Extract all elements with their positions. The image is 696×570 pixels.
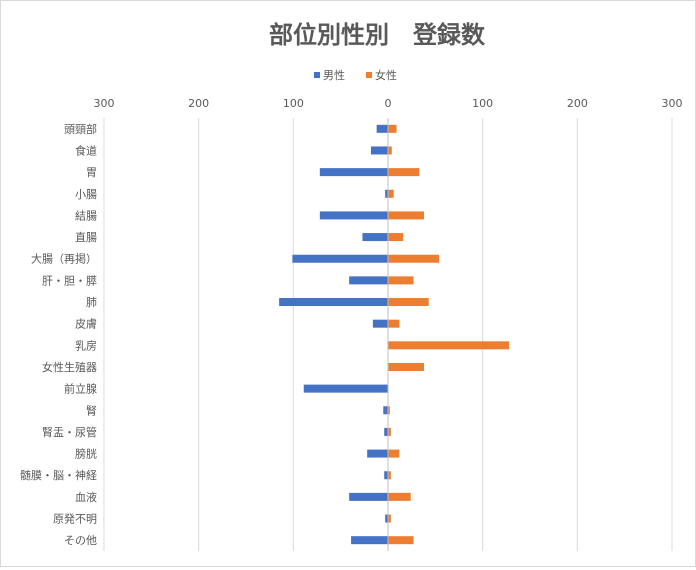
bar (292, 254, 388, 263)
bar (385, 189, 388, 198)
bar (370, 146, 388, 155)
legend: 男性 女性 (314, 68, 397, 82)
chart-title: 部位別性別 登録数 (269, 21, 486, 49)
category-label: 髄膜・脳・神経 (20, 468, 97, 482)
x-tick-label: 200 (188, 97, 209, 110)
category-label: 腎盂・尿管 (42, 425, 97, 439)
category-label: その他 (64, 534, 97, 547)
bar (319, 211, 388, 220)
legend-label: 男性 (323, 68, 345, 82)
category-label: 皮膚 (75, 317, 97, 331)
bar (384, 471, 388, 480)
x-tick-label: 100 (472, 97, 493, 110)
bar (388, 536, 414, 545)
category-label: 腎 (86, 404, 97, 417)
bar (388, 233, 404, 242)
category-label: 胃 (86, 166, 97, 179)
x-tick-label: 300 (662, 97, 683, 110)
bar (388, 189, 394, 198)
category-label: 膀胱 (75, 447, 97, 461)
x-tick-label: 0 (385, 97, 392, 110)
bar (388, 319, 400, 328)
category-label: 血液 (75, 490, 97, 504)
x-axis-tick-labels: 300 200 100 0 100 200 300 (94, 97, 683, 110)
x-tick-label: 100 (283, 97, 304, 110)
bar (388, 449, 400, 458)
category-label: 前立腺 (64, 382, 97, 396)
bar (388, 124, 397, 133)
bar (349, 492, 388, 501)
bar (388, 341, 510, 350)
x-tick-label: 300 (94, 97, 115, 110)
bars (279, 118, 510, 551)
bar (388, 168, 420, 177)
x-tick-label: 200 (567, 97, 588, 110)
category-label: 結腸 (75, 208, 97, 222)
bar (384, 427, 388, 436)
category-label: 小腸 (75, 188, 97, 201)
bar (383, 406, 388, 415)
bar (385, 514, 388, 523)
legend-swatch (314, 72, 320, 78)
bar (388, 211, 424, 220)
bar (351, 536, 388, 545)
bar (367, 449, 388, 458)
legend-label: 女性 (375, 68, 397, 82)
bar (376, 124, 388, 133)
category-label: 大腸（再掲） (31, 252, 97, 266)
bar (362, 233, 388, 242)
bar (388, 471, 391, 480)
bar (388, 146, 392, 155)
category-label: 肝・胆・膵 (42, 274, 97, 287)
category-label: 肺 (86, 296, 97, 309)
bar (388, 514, 391, 523)
category-label: 女性生殖器 (42, 360, 97, 374)
bar (319, 168, 388, 177)
bar (388, 362, 424, 371)
bar (388, 492, 411, 501)
bar (279, 298, 388, 307)
bar (388, 254, 440, 263)
bar (349, 276, 388, 285)
bar (372, 319, 388, 328)
bar (388, 298, 429, 307)
bar (388, 276, 414, 285)
bar (388, 406, 390, 415)
bar (388, 427, 391, 436)
category-label: 原発不明 (53, 512, 97, 526)
category-label: 頭頸部 (64, 122, 97, 136)
category-label: 直腸 (75, 230, 97, 244)
bar (303, 384, 388, 393)
legend-swatch (366, 72, 372, 78)
category-label: 乳房 (75, 339, 97, 352)
category-label: 食道 (75, 143, 97, 157)
